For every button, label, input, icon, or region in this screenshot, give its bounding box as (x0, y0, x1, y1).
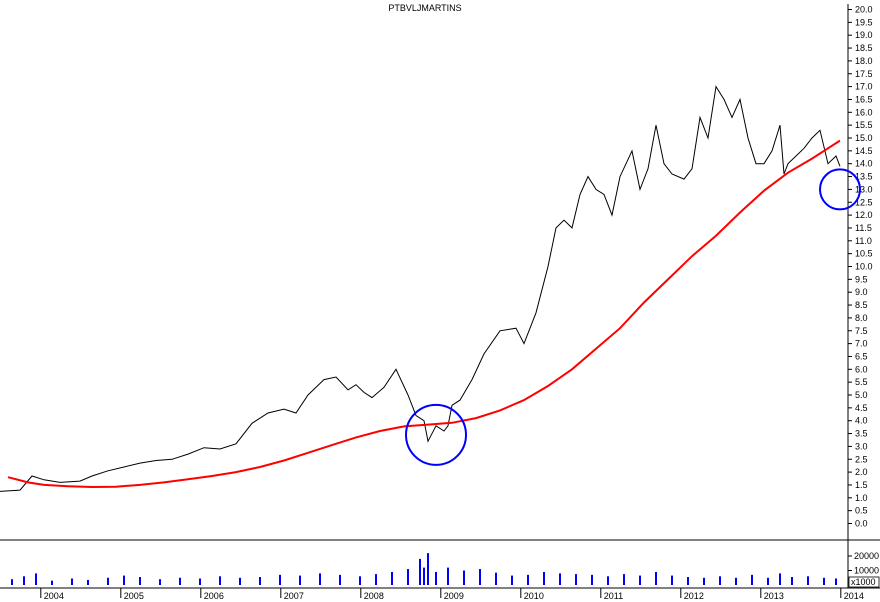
price-tick-label: 17.0 (855, 82, 873, 92)
price-tick-label: 12.5 (855, 197, 873, 207)
year-tick-label: 2008 (364, 591, 384, 601)
price-tick-label: 0.0 (855, 519, 868, 529)
price-tick-label: 9.5 (855, 274, 868, 284)
price-tick-label: 11.5 (855, 223, 872, 233)
price-tick-label: 1.5 (855, 480, 868, 490)
price-tick-label: 15.0 (855, 133, 873, 143)
price-tick-label: 16.5 (855, 94, 873, 104)
chart-title: PTBVLJMARTINS (388, 3, 461, 13)
year-tick-label: 2011 (604, 591, 623, 601)
price-tick-label: 5.5 (855, 377, 868, 387)
year-tick-label: 2005 (124, 591, 144, 601)
volume-tick-label: 20000 (854, 551, 879, 561)
price-tick-label: 14.5 (855, 146, 873, 156)
moving-average-line (7, 139, 841, 489)
price-tick-label: 12.0 (855, 210, 873, 220)
price-tick-label: 9.0 (855, 287, 868, 297)
price-tick-label: 14.0 (855, 159, 873, 169)
price-tick-label: 13.0 (855, 184, 873, 194)
volume-tick-label: 10000 (854, 566, 879, 576)
price-tick-label: 3.5 (855, 429, 868, 439)
price-tick-label: 6.0 (855, 364, 868, 374)
price-tick-label: 13.5 (855, 172, 873, 182)
price-tick-label: 6.5 (855, 351, 868, 361)
price-tick-label: 15.5 (855, 120, 873, 130)
year-tick-label: 2013 (764, 591, 784, 601)
year-tick-label: 2009 (444, 591, 464, 601)
price-tick-label: 7.5 (855, 326, 868, 336)
price-tick-label: 11.0 (855, 236, 872, 246)
year-tick-label: 2014 (844, 591, 864, 601)
price-tick-label: 19.0 (855, 30, 873, 40)
year-tick-label: 2006 (204, 591, 224, 601)
price-tick-label: 18.5 (855, 43, 873, 53)
price-tick-label: 5.0 (855, 390, 868, 400)
price-tick-label: 4.5 (855, 403, 868, 413)
price-tick-label: 1.0 (855, 493, 868, 503)
price-series-line (0, 85, 841, 492)
year-tick-label: 2010 (524, 591, 544, 601)
price-tick-label: 19.5 (855, 17, 873, 27)
price-tick-label: 4.0 (855, 416, 868, 426)
price-tick-label: 18.0 (855, 56, 873, 66)
annotation-circle (405, 403, 467, 466)
price-tick-label: 17.5 (855, 69, 873, 79)
volume-unit-label: x1000 (851, 577, 876, 587)
price-tick-label: 16.0 (855, 107, 873, 117)
price-tick-label: 3.0 (855, 441, 868, 451)
annotation-circle (819, 168, 861, 211)
price-tick-label: 2.0 (855, 467, 868, 477)
price-tick-label: 8.5 (855, 300, 868, 310)
price-tick-label: 0.5 (855, 506, 868, 516)
price-tick-label: 10.0 (855, 262, 873, 272)
price-tick-label: 8.0 (855, 313, 868, 323)
year-tick-label: 2007 (284, 591, 304, 601)
volume-unit-box (848, 576, 880, 588)
year-tick-label: 2004 (44, 591, 64, 601)
year-tick-label: 2012 (684, 591, 704, 601)
price-tick-label: 7.0 (855, 339, 868, 349)
price-tick-label: 20.0 (855, 5, 873, 15)
price-tick-label: 10.5 (855, 249, 873, 259)
price-tick-label: 2.5 (855, 454, 868, 464)
